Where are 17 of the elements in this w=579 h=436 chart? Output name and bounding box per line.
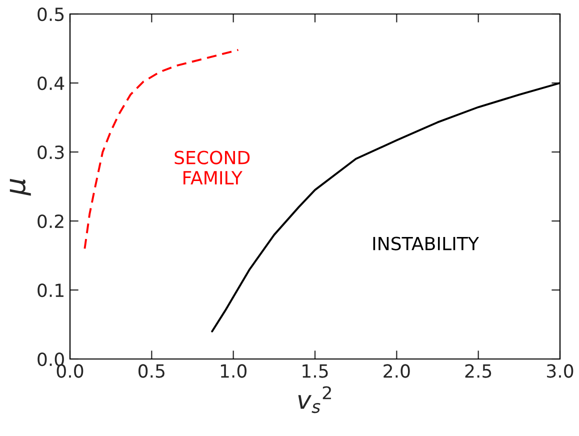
y-tick-label: 0.0 — [38, 352, 64, 366]
x-tick-label: 1.5 — [302, 364, 328, 378]
x-tick-label: 1.0 — [220, 364, 246, 378]
y-tick-label: 0.3 — [38, 145, 64, 160]
x-tick-label: 2.0 — [384, 364, 410, 378]
y-axis-title: μ — [10, 178, 31, 196]
y-tick-label: 0.1 — [38, 283, 64, 298]
x-tick-label: 2.5 — [465, 364, 492, 378]
y-tick-label: 0.2 — [38, 214, 64, 228]
annotation: SECOND FAMILY — [174, 150, 250, 184]
y-tick-label: 0.4 — [38, 76, 64, 90]
x-axis-title: v$_{s}$$^{2}$ — [298, 386, 331, 414]
x-tick-label: 3.0 — [547, 364, 574, 378]
y-tick-label: 0.5 — [38, 7, 64, 22]
x-tick-label: 0.5 — [138, 364, 164, 378]
x-tick-label: 0.0 — [56, 364, 84, 378]
annotation: INSTABILITY — [373, 236, 479, 250]
